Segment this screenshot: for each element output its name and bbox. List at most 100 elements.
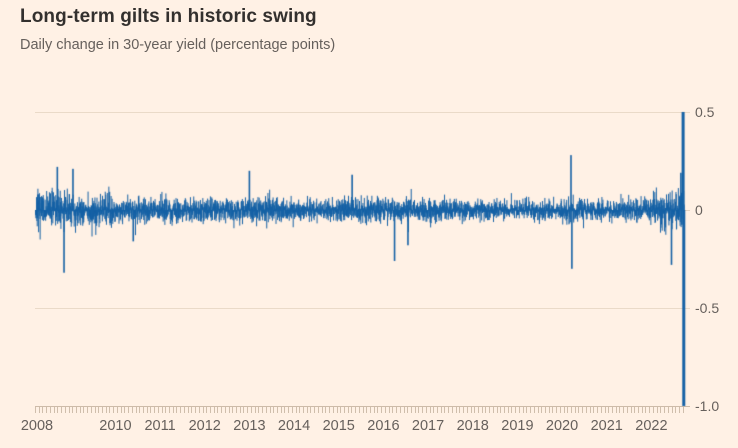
x-axis-month-tick — [641, 407, 643, 413]
x-axis-month-tick — [470, 407, 472, 413]
x-axis-month-tick — [64, 407, 66, 413]
x-axis-month-tick — [507, 407, 509, 413]
x-axis-month-tick — [433, 407, 435, 413]
x-axis-month-tick — [500, 407, 502, 413]
x-axis-month-tick — [384, 407, 386, 413]
x-axis-month-tick — [250, 407, 252, 413]
x-axis-month-tick — [98, 407, 100, 413]
x-axis-month-tick — [362, 407, 364, 413]
x-axis-month-tick — [403, 407, 405, 413]
y-axis-tick-label: -0.5 — [695, 300, 720, 316]
x-axis-month-tick — [87, 407, 89, 413]
x-axis-month-tick — [206, 407, 208, 413]
x-axis-month-tick — [649, 407, 651, 413]
x-axis-month-tick — [410, 407, 412, 413]
x-axis-tick-label-2014: 2014 — [277, 418, 311, 434]
x-axis-month-tick — [638, 407, 639, 413]
x-axis-tick-label-2019: 2019 — [501, 418, 534, 434]
x-axis-month-tick — [343, 407, 345, 413]
x-axis-month-tick — [373, 407, 375, 413]
x-axis-month-tick — [600, 407, 602, 413]
x-axis-month-tick — [544, 407, 546, 413]
x-axis-month-tick — [90, 407, 92, 413]
x-axis-month-tick — [310, 407, 312, 413]
x-axis-month-tick — [49, 407, 51, 413]
x-axis-month-tick — [224, 407, 226, 413]
x-axis-month-tick — [451, 407, 453, 413]
x-axis-month-tick — [191, 407, 193, 413]
x-axis-month-tick — [135, 407, 137, 413]
x-axis-month-tick — [425, 407, 427, 413]
x-axis-month-tick — [46, 407, 48, 413]
x-axis-month-tick — [142, 407, 144, 413]
x-axis-month-tick — [444, 407, 446, 413]
x-axis-month-tick — [276, 407, 278, 413]
x-axis-month-tick — [485, 407, 487, 413]
x-axis-month-tick — [477, 407, 479, 413]
x-axis-month-tick — [593, 407, 595, 413]
x-axis-month-tick — [172, 407, 174, 413]
x-axis-month-tick — [105, 407, 107, 413]
x-axis-month-tick — [247, 407, 249, 413]
x-axis-tick-label-2018: 2018 — [456, 418, 489, 434]
x-axis-month-tick — [552, 407, 554, 413]
x-axis-month-tick — [381, 407, 383, 413]
x-axis-month-tick — [370, 407, 371, 413]
x-axis-month-tick — [75, 407, 77, 413]
x-axis-tick-label-2013: 2013 — [233, 418, 266, 434]
y-axis-tick-label: 0 — [695, 202, 703, 218]
x-axis-month-tick — [358, 407, 360, 413]
x-axis-month-tick — [299, 407, 301, 413]
x-axis-month-tick — [217, 407, 219, 413]
x-axis-tick-label-2015: 2015 — [322, 418, 355, 434]
x-axis-month-tick — [176, 407, 178, 413]
x-axis-month-tick — [448, 407, 450, 413]
x-axis-month-tick — [306, 407, 308, 413]
x-axis-month-tick — [567, 407, 569, 413]
x-axis-month-tick — [429, 407, 431, 413]
x-axis-month-tick — [418, 407, 420, 413]
x-axis-month-tick — [671, 407, 673, 413]
x-axis-month-tick — [377, 407, 379, 413]
x-axis-month-tick — [317, 407, 319, 413]
x-axis-month-tick — [258, 407, 260, 413]
x-axis-tick-label-2012: 2012 — [188, 418, 221, 434]
x-axis-month-tick — [515, 407, 517, 413]
x-axis-month-tick — [399, 407, 401, 413]
x-axis-month-tick — [131, 407, 133, 413]
x-axis-month-tick — [288, 407, 290, 413]
x-axis-month-tick — [72, 407, 74, 413]
x-axis-month-tick — [604, 407, 606, 413]
x-axis-month-tick — [615, 407, 617, 413]
x-axis-month-tick — [589, 407, 591, 413]
x-axis-month-tick — [571, 407, 572, 413]
x-axis-tick-label-2010: 2010 — [99, 418, 132, 434]
x-axis-month-tick — [329, 407, 331, 413]
x-axis-month-tick — [530, 407, 532, 413]
x-axis-month-tick — [437, 407, 438, 413]
x-axis-tick-label-2022: 2022 — [635, 418, 668, 434]
x-axis-month-tick — [582, 407, 584, 413]
x-axis-month-tick — [440, 407, 442, 413]
x-axis-month-tick — [221, 407, 223, 413]
x-axis-month-tick — [53, 407, 55, 413]
x-axis-month-tick — [79, 407, 81, 413]
x-axis-month-tick — [262, 407, 264, 413]
x-axis-month-tick — [116, 407, 118, 413]
x-axis-month-tick — [537, 407, 539, 413]
x-axis-month-tick — [347, 407, 349, 413]
x-axis-month-tick — [366, 407, 368, 413]
x-axis-month-tick — [94, 407, 96, 413]
x-axis-month-tick — [541, 407, 543, 413]
x-axis-month-tick — [678, 407, 680, 413]
x-axis-month-tick — [236, 407, 237, 413]
x-axis-month-tick — [664, 407, 665, 413]
x-axis-month-tick — [169, 407, 170, 413]
x-axis-month-tick — [645, 407, 647, 413]
x-axis-month-tick — [574, 407, 576, 413]
x-axis-month-tick — [634, 407, 636, 413]
x-axis-month-tick — [660, 407, 662, 413]
x-axis-month-tick — [652, 407, 654, 413]
x-axis-month-tick — [232, 407, 234, 413]
x-axis-month-tick — [463, 407, 465, 413]
